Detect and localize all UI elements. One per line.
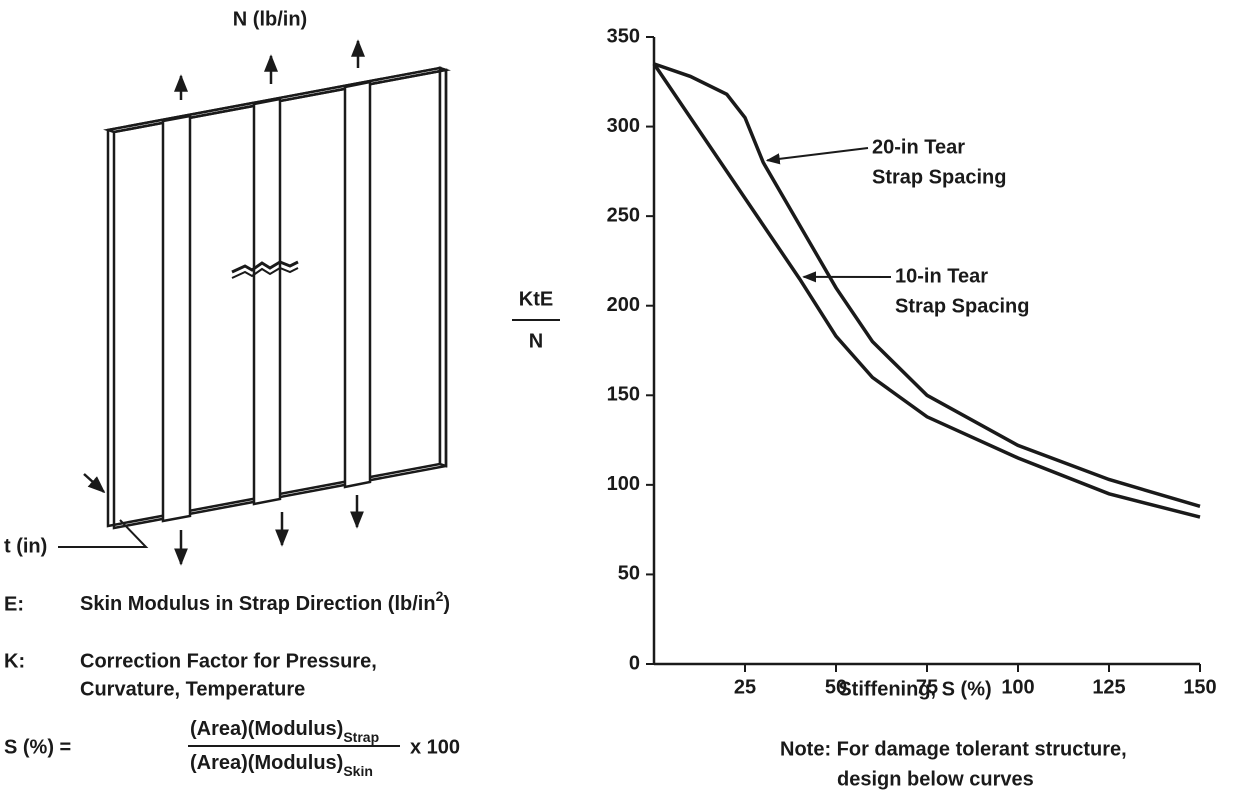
x-axis-title: Stiffening, S (%) (838, 678, 991, 700)
curve-label: Strap Spacing (872, 166, 1006, 188)
numerator: (Area)(Modulus) (190, 718, 343, 740)
x-tick-label: 150 (1183, 676, 1216, 698)
e-symbol: E: (4, 593, 24, 615)
k-symbol: K: (4, 650, 25, 672)
y-label-bottom: N (529, 330, 543, 352)
curve-label: 10-in Tear (895, 265, 988, 287)
y-tick-label: 100 (607, 473, 640, 495)
numerator-sub: Strap (343, 729, 379, 745)
formula-lhs: S (%) = (4, 736, 71, 758)
e-sup: 2 (436, 588, 444, 604)
note: design below curves (837, 768, 1034, 790)
y-tick-label: 300 (607, 115, 640, 137)
y-tick-label: 0 (629, 652, 640, 674)
curve-label: 20-in Tear (872, 136, 965, 158)
k-line: Curvature, Temperature (80, 678, 305, 700)
note: Note: For damage tolerant structure, (780, 738, 1127, 760)
k-line: Correction Factor for Pressure, (80, 650, 377, 672)
x-tick-label: 100 (1001, 676, 1034, 698)
y-label-top: KtE (519, 288, 553, 310)
curve (653, 62, 1201, 509)
y-tick-label: 350 (607, 25, 640, 47)
curve (652, 62, 1201, 519)
x-tick-label: 75 (916, 676, 938, 698)
thickness-label: t (in) (4, 535, 47, 557)
x-tick-label: 125 (1092, 676, 1125, 698)
load-label: N (lb/in) (233, 8, 307, 30)
y-tick-label: 200 (607, 294, 640, 316)
formula-denominator: (Area)(Modulus)Skin (190, 752, 373, 778)
e-text: Skin Modulus in Strap Direction (lb/in (80, 593, 436, 615)
formula-factor: x 100 (410, 736, 460, 758)
y-tick-label: 150 (607, 384, 640, 406)
x-tick-label: 25 (734, 676, 756, 698)
leader (765, 147, 869, 165)
y-tick-label: 50 (618, 563, 640, 585)
formula-numerator: (Area)(Modulus)Strap (190, 718, 379, 744)
panel-drawing (58, 39, 451, 566)
e-close: ) (443, 593, 450, 615)
y-tick-label: 250 (607, 204, 640, 226)
curve-label: Strap Spacing (895, 295, 1029, 317)
e-definition: Skin Modulus in Strap Direction (lb/in2) (80, 588, 450, 616)
x-tick-label: 50 (825, 676, 847, 698)
denominator-sub: Skin (343, 763, 373, 779)
denominator: (Area)(Modulus) (190, 752, 343, 774)
